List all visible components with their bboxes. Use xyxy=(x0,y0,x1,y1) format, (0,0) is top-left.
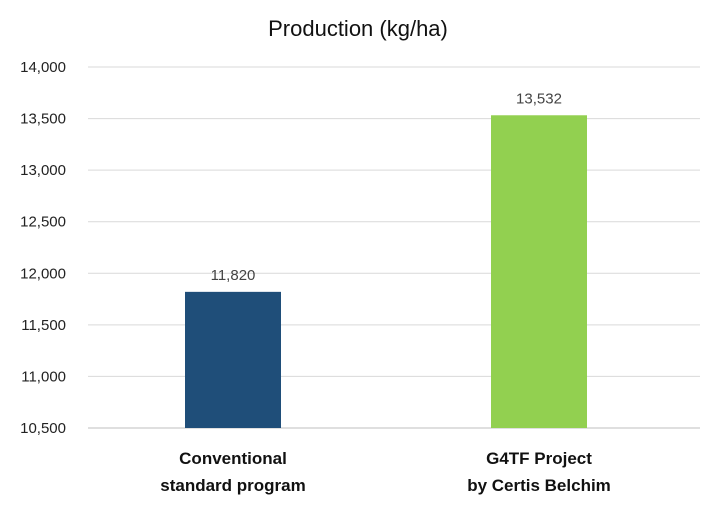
bar xyxy=(491,115,587,428)
gridlines xyxy=(88,66,700,429)
category-label: Conventional xyxy=(179,449,287,468)
data-labels: 11,820 13,532 xyxy=(211,90,562,284)
category-label: G4TF Project xyxy=(486,449,592,468)
chart-title: Production (kg/ha) xyxy=(268,16,448,41)
x-axis-category-labels: Conventional standard program G4TF Project… xyxy=(160,449,611,495)
category-label: by Certis Belchim xyxy=(467,476,611,495)
data-label: 11,820 xyxy=(211,267,256,284)
y-tick-label: 11,500 xyxy=(21,317,66,334)
y-tick-label: 13,000 xyxy=(20,162,66,179)
y-tick-label: 12,000 xyxy=(20,265,66,282)
y-tick-label: 11,000 xyxy=(21,368,66,385)
y-tick-label: 10,500 xyxy=(20,420,66,437)
data-label: 13,532 xyxy=(516,90,562,107)
bar xyxy=(185,291,281,428)
y-axis-tick-labels: 10,500 11,000 11,500 12,000 12,500 13,000 13,5… xyxy=(20,59,66,437)
y-tick-label: 13,500 xyxy=(20,111,66,128)
bars xyxy=(185,115,587,428)
y-tick-label: 14,000 xyxy=(20,59,66,76)
y-tick-label: 12,500 xyxy=(20,214,66,231)
category-label: standard program xyxy=(160,476,305,495)
